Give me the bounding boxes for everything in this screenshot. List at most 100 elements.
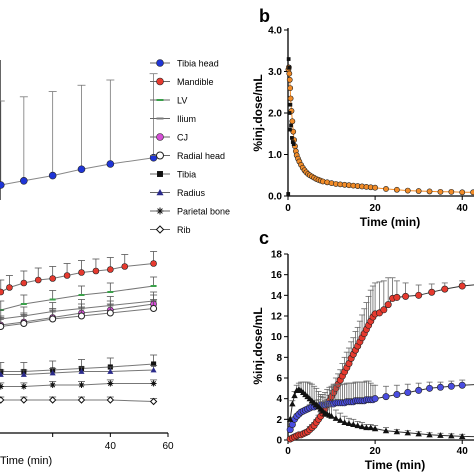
error-bar: [106, 79, 115, 164]
legend-marker: [156, 151, 164, 160]
x-tick-label: 20: [370, 203, 382, 214]
data-point: [437, 432, 444, 438]
x-axis-label: Time (min): [0, 455, 52, 467]
data-point: [150, 367, 157, 373]
data-point: [459, 189, 466, 196]
data-point: [287, 85, 294, 91]
data-point: [428, 288, 436, 296]
series-line: [0, 369, 154, 375]
legend-item: Tibia head: [150, 59, 219, 69]
data-point: [287, 111, 292, 115]
legend-label: Mandible: [177, 77, 214, 87]
data-point: [393, 428, 401, 435]
data-point: [49, 382, 56, 388]
legend-marker: [156, 207, 164, 215]
data-point: [337, 417, 344, 423]
legend-marker: [155, 225, 165, 234]
series-line: [0, 363, 154, 372]
data-point: [383, 186, 389, 192]
series-line: [0, 308, 154, 327]
series-1: [286, 57, 296, 196]
data-point: [384, 301, 392, 309]
error-bar: [20, 294, 28, 304]
series-lv: [0, 276, 158, 311]
data-point: [289, 123, 293, 128]
data-point: [0, 368, 4, 375]
data-point: [447, 382, 455, 390]
y-tick-label: 1.0: [268, 150, 282, 161]
data-point: [448, 432, 455, 439]
error-bar: [149, 73, 158, 158]
data-point: [382, 393, 390, 401]
legend-label: Radial head: [177, 151, 225, 161]
legend-label: Rib: [177, 225, 191, 235]
data-point: [286, 192, 291, 196]
data-point: [107, 380, 114, 387]
y-tick-label: 14: [271, 291, 283, 302]
legend-label: Tibia head: [177, 59, 219, 69]
data-point: [290, 140, 295, 144]
series-line: [0, 303, 154, 326]
legend-item: CJ: [150, 133, 188, 143]
y-tick-label: 6: [276, 374, 282, 385]
x-tick-label: 40: [457, 203, 469, 214]
data-point: [436, 383, 444, 391]
data-point: [289, 400, 296, 407]
data-point: [404, 429, 411, 436]
data-point: [393, 293, 401, 301]
data-point: [107, 368, 114, 374]
x-tick-label: 40: [105, 441, 117, 452]
data-point: [287, 95, 294, 102]
error-bar: [78, 285, 85, 295]
data-point: [48, 171, 57, 180]
y-tick-label: 12: [271, 312, 283, 323]
error-bar: [19, 96, 28, 181]
data-point: [291, 142, 296, 146]
y-tick-label: 3.0: [268, 67, 282, 78]
legend-marker: [156, 59, 164, 67]
error-bar: [48, 91, 57, 176]
error-bar: [77, 84, 86, 170]
series-0: [286, 277, 474, 443]
data-point: [106, 396, 115, 404]
data-point: [286, 76, 293, 83]
y-tick-label: 18: [271, 250, 283, 261]
legend-label: Parietal bone: [177, 207, 230, 217]
error-bar: [150, 276, 158, 286]
series-1: [286, 379, 474, 434]
data-point: [149, 397, 158, 406]
legend-label: CJ: [177, 133, 188, 143]
data-point: [415, 188, 422, 194]
data-point: [354, 422, 361, 429]
legend-item: Radius: [150, 188, 206, 198]
error-bar: [106, 282, 114, 292]
data-point: [0, 371, 4, 377]
y-tick-label: 2: [276, 415, 282, 426]
series-line: [0, 399, 154, 402]
data-point: [151, 361, 157, 367]
data-point: [150, 305, 158, 312]
panel-c-plot: 0 2 4 6 8 10 12 14 16 18 0 20 40 Time (min) %inj.dose/…: [251, 250, 474, 472]
legend-marker: [157, 171, 163, 177]
data-point: [382, 427, 390, 434]
data-point: [441, 285, 449, 293]
y-tick-label: 10: [271, 332, 283, 343]
series-tibia-head: [0, 73, 158, 189]
data-point: [20, 371, 27, 377]
data-point: [106, 160, 115, 168]
legend-label: LV: [177, 96, 187, 106]
data-point: [345, 420, 353, 427]
series-0: [285, 64, 474, 196]
y-tick-label: 4: [276, 394, 282, 405]
panel-b-plot: 0.0 1.0 2.0 3.0 4.0 0 20 40 Time (min) %inj.dose/…: [251, 26, 474, 229]
error-bar: [380, 280, 387, 310]
error-bar: [372, 282, 379, 314]
data-point: [371, 395, 379, 403]
data-point: [415, 291, 423, 299]
data-point: [20, 279, 28, 287]
y-tick-label: 0: [276, 436, 282, 447]
data-point: [458, 381, 466, 389]
data-point: [78, 368, 85, 374]
legend-item: LV: [150, 96, 187, 106]
data-point: [20, 396, 28, 404]
